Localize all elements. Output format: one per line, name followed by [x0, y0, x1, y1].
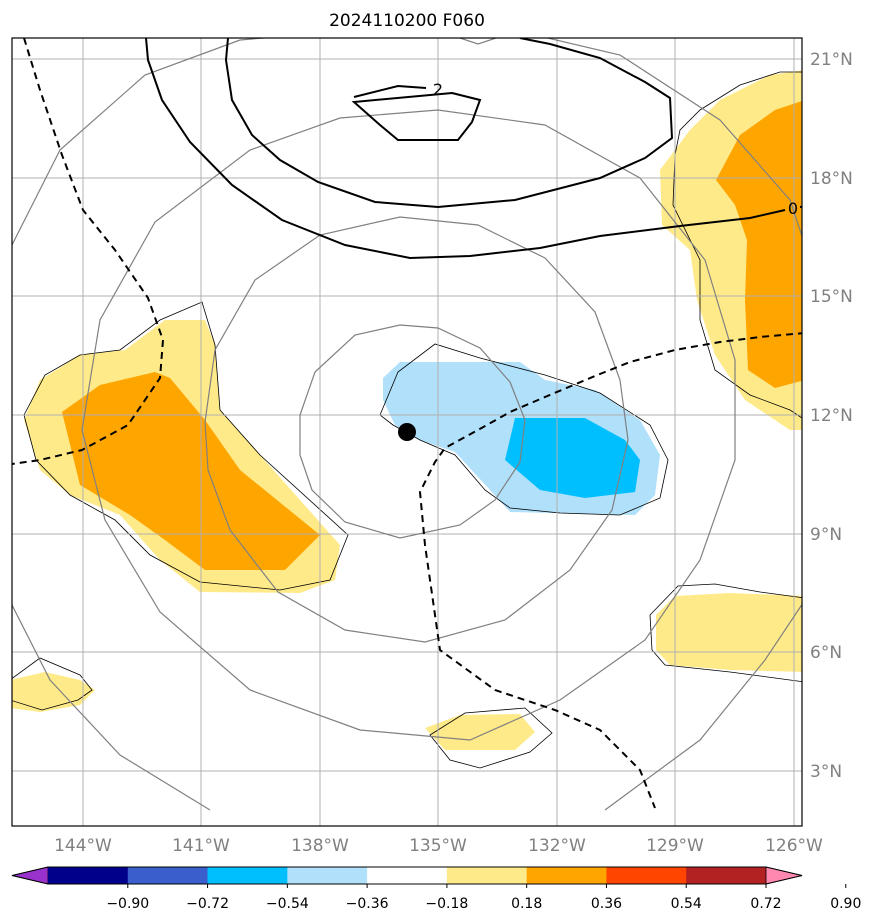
- colorbar-frame: [11, 866, 803, 885]
- colorbar-segment: [287, 867, 368, 884]
- colorbar-tick-label: 0.18: [511, 896, 542, 912]
- lon-label: 135°W: [409, 836, 467, 856]
- lon-labels: 144°W 141°W 138°W 135°W 132°W 129°W 126°…: [54, 836, 823, 856]
- colorbar-segment: [367, 867, 448, 884]
- lat-label: 9°N: [810, 525, 842, 545]
- colorbar-extend-high: [765, 866, 803, 885]
- lat-labels: 21°N 18°N 15°N 12°N 9°N 6°N 3°N: [810, 50, 853, 782]
- range-ring-1: [299, 324, 526, 539]
- contour-label-0: 0: [788, 199, 798, 218]
- colorbar-tick-label: −0.36: [346, 896, 389, 912]
- colorbar-extend-low: [11, 866, 49, 885]
- west-positive-region-dark: [62, 372, 320, 570]
- storm-center-marker: [398, 423, 416, 441]
- lat-label: 12°N: [810, 406, 853, 426]
- colorbar-ticks: −0.90 −0.72 −0.54 −0.36 −0.18 0.18 0.36 0.54 0.7…: [106, 884, 861, 912]
- lat-label: 18°N: [810, 169, 853, 189]
- colorbar-segment: [526, 867, 607, 884]
- east-positive-region-dark: [716, 101, 802, 388]
- map-frame: [11, 37, 803, 827]
- range-ring-3: [81, 109, 736, 741]
- dashed-contour-central: [418, 332, 802, 809]
- dashed-contours: [12, 38, 802, 809]
- contour-middle: [224, 38, 674, 209]
- east-region-outline: [672, 71, 802, 419]
- lon-label: 126°W: [765, 836, 823, 856]
- southeast-region-outline: [649, 583, 802, 683]
- colorbar-segment: [207, 867, 288, 884]
- contour-label-2: 2: [433, 80, 443, 99]
- colorbar-tick-label: −0.18: [425, 896, 468, 912]
- central-negative-region-dark: [505, 418, 640, 498]
- contour-2-inner: [351, 84, 482, 141]
- colorbar-tick-label: −0.72: [186, 896, 229, 912]
- colorbar-tick-label: −0.54: [266, 896, 309, 912]
- colorbar-segment: [127, 867, 209, 884]
- lon-label: 129°W: [646, 836, 704, 856]
- west-region-outline: [23, 301, 349, 591]
- colorbar-segments: [11, 866, 803, 885]
- shaded-regions: [12, 70, 802, 750]
- colorbar-tick-label: 0.72: [750, 896, 781, 912]
- lon-label: 141°W: [172, 836, 230, 856]
- lat-label: 6°N: [810, 643, 842, 663]
- colorbar-segment: [606, 867, 687, 884]
- figure-title: 2024110200 F060: [329, 11, 485, 31]
- lat-label: 15°N: [810, 287, 853, 307]
- south-region-outline: [429, 707, 553, 769]
- colorbar-tick-label: −0.90: [106, 896, 149, 912]
- southwest-region-outline: [12, 657, 93, 711]
- southwest-positive-region: [12, 672, 95, 712]
- colorbar-segment: [686, 867, 767, 884]
- map-area: 2 0: [12, 38, 802, 826]
- lat-label: 3°N: [810, 762, 842, 782]
- range-ring-5: [12, 603, 802, 811]
- dashed-contour-west: [12, 38, 165, 465]
- colorbar: −0.90 −0.72 −0.54 −0.36 −0.18 0.18 0.36 0.54 0.7…: [11, 866, 861, 912]
- lon-label: 144°W: [54, 836, 112, 856]
- range-ring-6: [459, 38, 497, 45]
- lon-label: 138°W: [291, 836, 349, 856]
- lat-label: 21°N: [810, 50, 853, 70]
- colorbar-tick-label: 0.54: [671, 896, 702, 912]
- colorbar-tick-label: 0.36: [591, 896, 622, 912]
- colorbar-segment: [446, 867, 528, 884]
- range-ring-4: [12, 38, 802, 246]
- colorbar-tick-label: 0.90: [830, 896, 861, 912]
- colorbar-segment: [48, 867, 129, 884]
- lon-label: 132°W: [528, 836, 586, 856]
